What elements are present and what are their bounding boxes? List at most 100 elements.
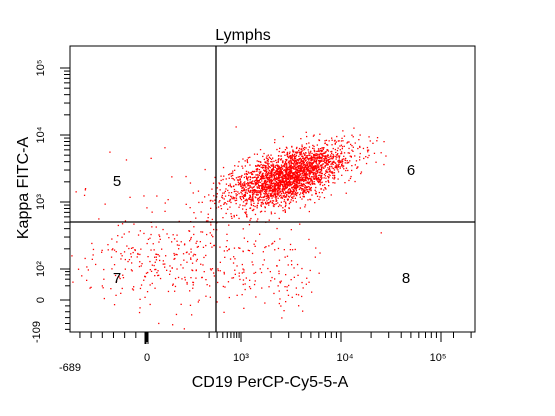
data-point [298, 179, 300, 182]
data-point [189, 304, 192, 306]
data-point [260, 176, 262, 178]
data-point [318, 150, 320, 153]
data-point [281, 188, 283, 190]
data-point [304, 190, 306, 192]
data-point [242, 250, 244, 252]
data-point [304, 154, 306, 156]
data-point [287, 199, 289, 201]
data-point [298, 176, 300, 178]
data-point [278, 178, 280, 180]
data-point [295, 151, 297, 153]
data-point [275, 184, 277, 187]
data-point [167, 199, 169, 201]
data-point [295, 191, 297, 193]
data-point [158, 255, 161, 257]
data-point [255, 193, 257, 195]
data-point [284, 174, 286, 176]
data-point [293, 191, 295, 193]
data-point [258, 192, 260, 194]
data-point [296, 186, 298, 188]
data-point [315, 159, 318, 162]
data-point [293, 185, 295, 187]
data-point [230, 195, 232, 197]
data-point [175, 313, 178, 316]
data-point [114, 274, 117, 277]
data-point [201, 276, 203, 279]
data-point [280, 192, 283, 195]
data-point [101, 251, 103, 253]
data-point [285, 167, 287, 169]
data-point [244, 195, 246, 197]
data-point [139, 261, 141, 263]
data-point [265, 198, 267, 200]
data-point [281, 197, 283, 199]
data-point [279, 185, 281, 187]
data-point [323, 197, 326, 199]
data-point [303, 179, 305, 181]
data-point [262, 201, 264, 203]
data-point [200, 231, 202, 233]
data-point [171, 176, 173, 178]
data-point [262, 183, 265, 185]
data-point [262, 185, 264, 187]
data-point [288, 166, 290, 169]
data-point [313, 148, 315, 150]
data-point [315, 247, 317, 249]
data-point [241, 195, 243, 198]
data-point [298, 151, 300, 153]
data-point [295, 171, 297, 174]
data-point [268, 180, 270, 182]
data-point [256, 192, 258, 194]
data-point [284, 171, 286, 173]
data-point [275, 199, 277, 201]
data-point [354, 180, 356, 183]
data-point [288, 175, 290, 177]
data-point [295, 164, 297, 166]
data-point [296, 171, 298, 174]
data-point [150, 233, 152, 236]
data-point [297, 159, 299, 161]
data-point [191, 269, 193, 271]
data-point [290, 175, 292, 178]
data-point [157, 270, 159, 272]
data-point [150, 270, 153, 272]
data-point [312, 157, 314, 159]
data-point [239, 179, 241, 181]
data-point [325, 162, 327, 164]
data-point [315, 173, 317, 176]
data-point [251, 209, 254, 211]
data-point [321, 166, 323, 168]
data-point [190, 277, 192, 279]
data-point [321, 158, 323, 160]
data-point [299, 186, 301, 189]
data-point [343, 158, 345, 160]
data-point [316, 178, 318, 180]
data-point [280, 183, 282, 185]
data-point [293, 174, 295, 176]
data-point [330, 171, 332, 173]
data-point [204, 168, 206, 171]
data-point [237, 181, 239, 183]
data-point [298, 178, 301, 180]
data-point [214, 199, 216, 201]
data-point [273, 175, 275, 177]
data-point [285, 159, 287, 161]
data-point [269, 186, 272, 188]
data-point [84, 188, 87, 190]
data-point [290, 164, 292, 166]
data-point [240, 181, 242, 184]
data-point [196, 258, 198, 261]
data-point [255, 183, 257, 185]
data-point [324, 175, 327, 177]
data-point [332, 177, 334, 179]
data-point [337, 166, 339, 168]
data-point [318, 149, 320, 151]
data-point [314, 164, 316, 167]
data-point [251, 173, 253, 176]
data-point [250, 186, 252, 188]
data-point [223, 271, 225, 274]
data-point [288, 185, 290, 187]
data-point [214, 176, 216, 179]
data-point [265, 246, 267, 248]
data-point [281, 167, 283, 169]
